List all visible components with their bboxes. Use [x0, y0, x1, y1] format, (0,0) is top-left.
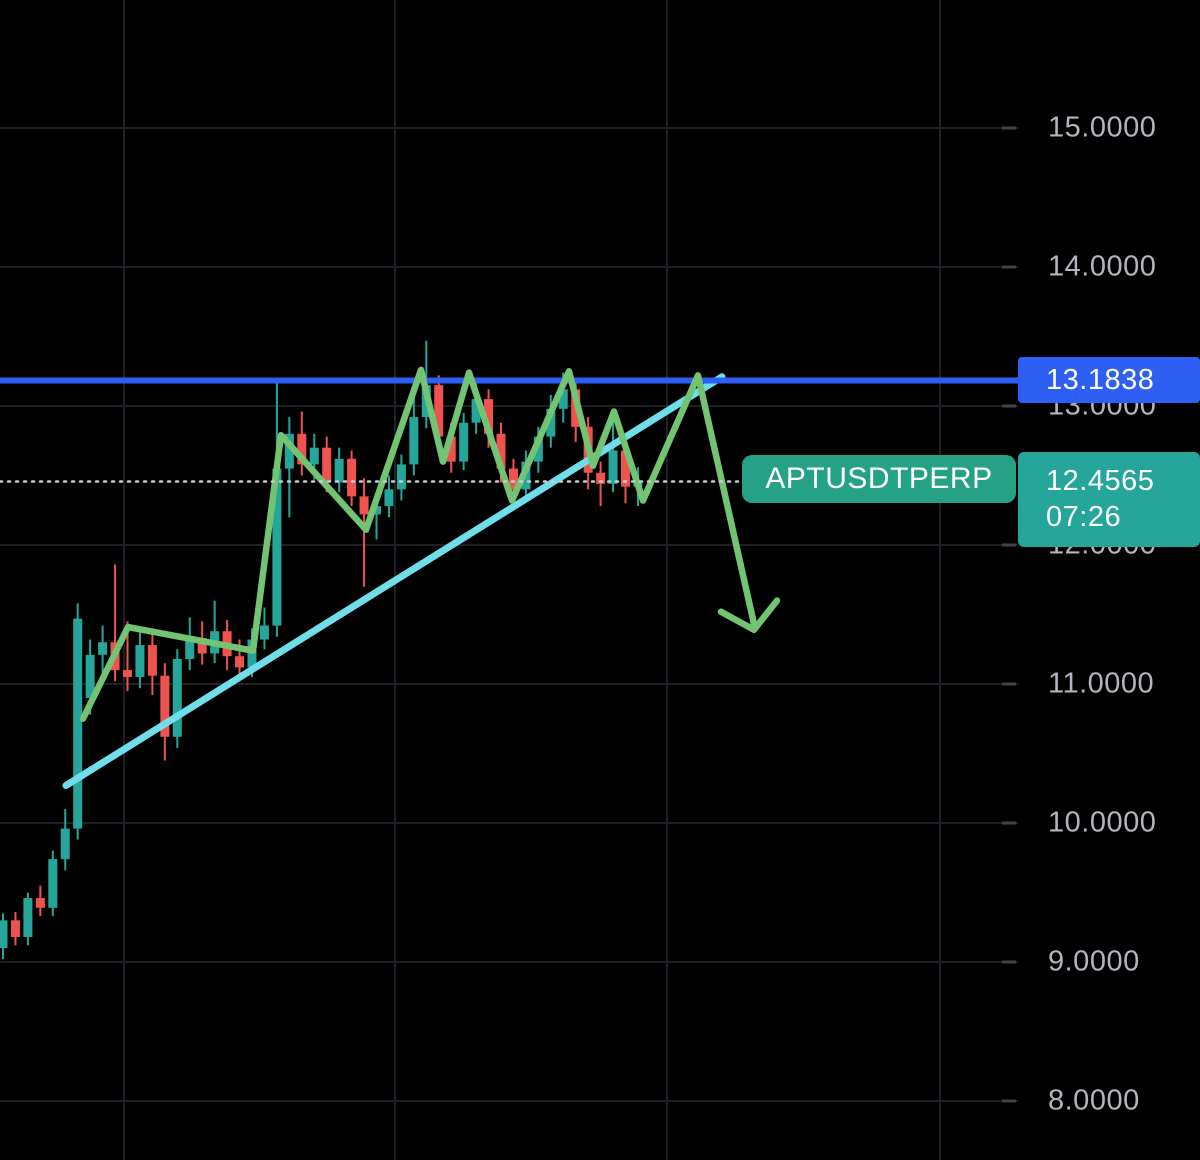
candle-down: [347, 458, 357, 497]
candle-down: [446, 436, 456, 462]
candle-down: [508, 468, 518, 490]
candle-up: [608, 450, 618, 484]
candle-down: [10, 920, 20, 937]
candle-up: [73, 618, 83, 829]
candle-up: [172, 658, 182, 737]
price-axis-label: 14.0000: [1048, 250, 1157, 283]
candle-up: [272, 468, 282, 626]
zigzag-drawing[interactable]: [79, 366, 759, 722]
price-axis-label: 10.0000: [1048, 806, 1157, 839]
candle-up: [459, 422, 469, 462]
hline-price-badge: 13.1838: [1018, 357, 1200, 403]
candle-up: [533, 436, 543, 462]
candle-up: [185, 638, 195, 659]
price-axis-label: 9.0000: [1048, 945, 1140, 978]
symbol-label: APTUSDTPERP: [765, 462, 993, 495]
candle-up: [471, 399, 481, 423]
candle-up: [0, 920, 8, 949]
candle-up: [309, 447, 319, 465]
candle-down: [160, 675, 170, 737]
candle-up: [48, 859, 58, 908]
candle-up: [546, 408, 556, 437]
candle-up: [135, 645, 145, 678]
price-axis-label: 11.0000: [1048, 667, 1155, 700]
trendline-drawing[interactable]: [62, 373, 726, 789]
candle-up: [334, 458, 344, 483]
candle-down: [434, 385, 444, 437]
candle-up: [284, 433, 294, 469]
last-price-value: 12.4565: [1046, 465, 1155, 497]
symbol-badge: APTUSDTPERP: [742, 455, 1016, 503]
candle-down: [484, 399, 494, 434]
candle-up: [384, 489, 394, 507]
price-axis-label: 8.0000: [1048, 1084, 1140, 1117]
candle-up: [98, 642, 108, 655]
candle-down: [596, 472, 606, 484]
last-price-badge: 12.4565 07:26: [1018, 452, 1200, 547]
candle-up: [259, 625, 269, 640]
candle-down: [322, 447, 332, 483]
candle-up: [396, 464, 406, 490]
zigzag-arrowhead[interactable]: [717, 597, 781, 634]
price-axis[interactable]: 15.000014.000013.000012.000011.000010.00…: [1018, 0, 1200, 1160]
candle-up: [23, 898, 33, 937]
candle-down: [359, 496, 369, 515]
candle-up: [409, 417, 419, 465]
candle-down: [621, 450, 630, 487]
candle-down: [297, 433, 307, 465]
candle-up: [558, 389, 568, 409]
candle-down: [123, 670, 132, 678]
candle-down: [235, 656, 245, 668]
price-axis-label: 15.0000: [1048, 111, 1157, 144]
candle-up: [60, 828, 70, 860]
candle-down: [35, 898, 45, 908]
candle-down: [197, 638, 207, 654]
candle-up: [85, 654, 95, 698]
candle-down: [496, 433, 506, 469]
hline-price-label: 13.1838: [1046, 363, 1155, 396]
candle-up: [372, 506, 381, 515]
countdown-timer: 07:26: [1046, 501, 1122, 533]
candle-down: [147, 645, 157, 676]
